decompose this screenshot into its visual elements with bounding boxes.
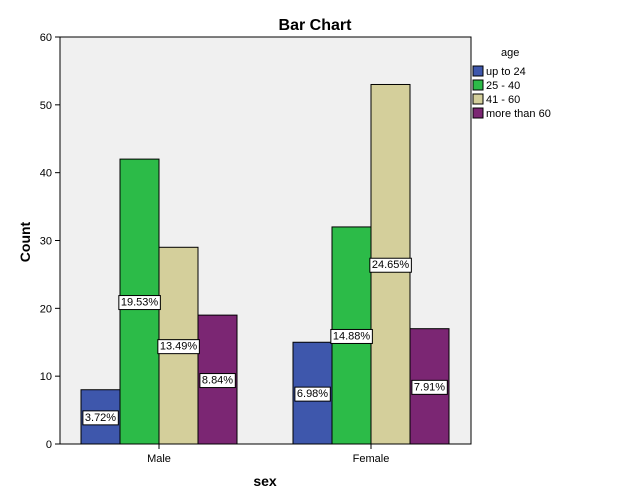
y-tick-label: 60 [40, 32, 52, 44]
legend-swatch [472, 107, 484, 119]
legend-label: 41 - 60 [486, 94, 520, 106]
bar-data-label: 14.88% [333, 330, 371, 342]
bar-data-label-box [118, 295, 161, 311]
y-tick-label: 40 [40, 168, 52, 180]
bar-labels-group: 3.72% 19.53% 13.49% 8.84% 6.98% 14.88% 24.65% 7… [82, 257, 448, 426]
legend: age up to 24 25 - 40 41 - 60 more than 60 [472, 47, 551, 120]
bar-data-label-box [82, 410, 119, 426]
legend-label: up to 24 [486, 66, 526, 78]
bar-data-label: 7.91% [414, 381, 445, 393]
bar-data-label-box [411, 379, 448, 395]
y-tick-label: 10 [40, 371, 52, 383]
legend-title: age [501, 47, 519, 59]
bar-data-label: 13.49% [160, 341, 198, 353]
x-axis: Male Female [147, 444, 389, 465]
bar-data-label: 19.53% [121, 297, 159, 309]
bar-data-label: 24.65% [372, 259, 410, 271]
y-tick-label: 50 [40, 100, 52, 112]
chart-title: Bar Chart [279, 17, 353, 34]
legend-swatch [472, 93, 484, 105]
legend-label: 25 - 40 [486, 80, 520, 92]
x-tick-label: Female [353, 453, 390, 465]
bar-data-label-box [157, 339, 200, 355]
bar-data-label-box [199, 373, 236, 389]
bar-data-label-box [330, 328, 373, 344]
x-axis-title: sex [253, 473, 277, 489]
bar-data-label: 3.72% [85, 412, 116, 424]
legend-swatch [472, 79, 484, 91]
y-tick-label: 0 [46, 439, 52, 451]
y-axis: 0 10 20 30 40 50 60 [40, 32, 60, 451]
bar-data-label-box [369, 257, 412, 273]
legend-label: more than 60 [486, 108, 551, 120]
bar-data-label-box [294, 386, 331, 402]
legend-swatch [472, 65, 484, 77]
bar-data-label: 6.98% [297, 388, 328, 400]
x-tick-label: Male [147, 453, 171, 465]
y-axis-title: Count [17, 221, 33, 262]
bar-data-label: 8.84% [202, 375, 233, 387]
y-tick-label: 30 [40, 236, 52, 248]
y-tick-label: 20 [40, 303, 52, 315]
